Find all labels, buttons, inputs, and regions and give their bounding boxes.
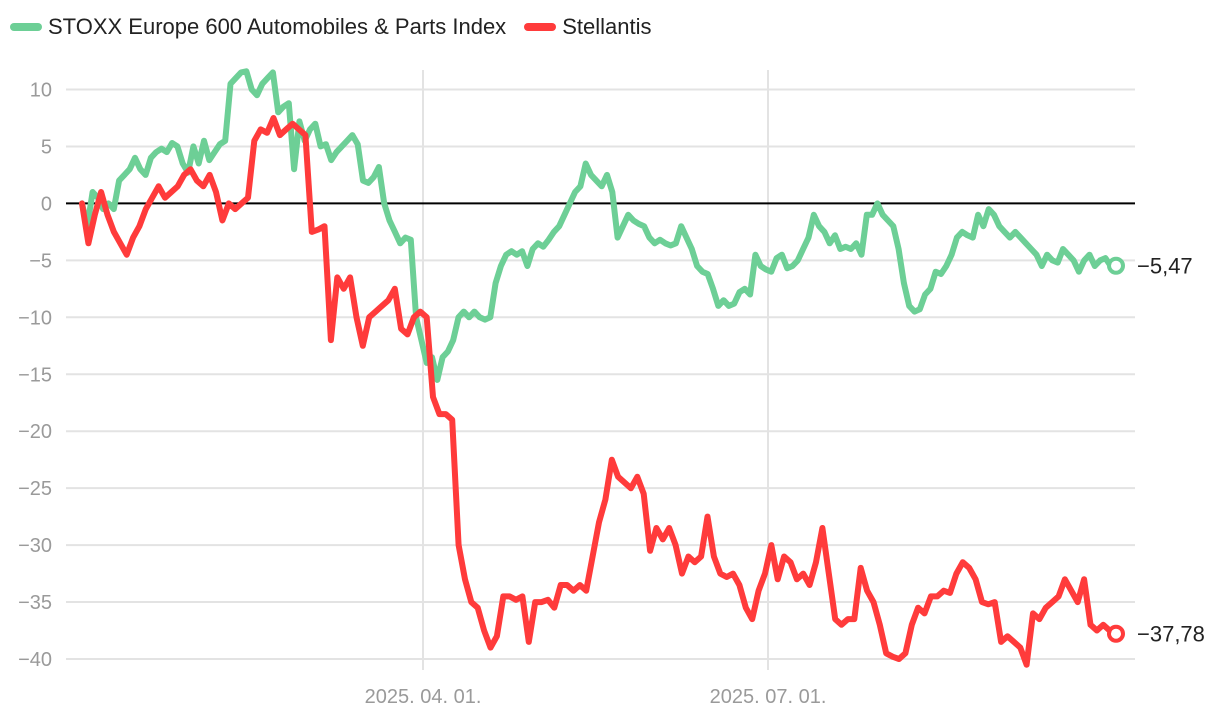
y-tick-label-10: −40 (18, 649, 52, 671)
chart-legend: STOXX Europe 600 Automobiles & Parts Ind… (10, 14, 651, 40)
y-tick-label-4: −10 (18, 307, 52, 329)
series-line-0 (79, 68, 1119, 383)
legend-label-stellantis: Stellantis (562, 14, 652, 39)
legend-item-index[interactable]: STOXX Europe 600 Automobiles & Parts Ind… (10, 14, 506, 40)
y-tick-label-2: 0 (41, 193, 52, 215)
y-tick-label-8: −30 (18, 535, 52, 557)
x-tick-label-1: 2025. 07. 01. (710, 686, 827, 708)
y-tick-label-1: 5 (41, 136, 52, 158)
series-end-label-1: −37,78 (1137, 622, 1205, 647)
legend-item-stellantis[interactable]: Stellantis (524, 14, 651, 40)
y-tick-label-9: −35 (18, 592, 52, 614)
legend-label-index: STOXX Europe 600 Automobiles & Parts Ind… (48, 14, 507, 39)
y-tick-label-0: 10 (30, 80, 52, 102)
legend-swatch-stellantis (524, 23, 557, 31)
y-tick-label-6: −20 (18, 421, 52, 443)
series-line-1 (79, 115, 1119, 668)
y-tick-label-5: −15 (18, 364, 52, 386)
x-tick-label-0: 2025. 04. 01. (365, 686, 482, 708)
series-end-label-0: −5,47 (1137, 254, 1193, 279)
series-end-marker-0 (1107, 256, 1125, 275)
y-tick-label-7: −25 (18, 478, 52, 500)
y-tick-label-3: −5 (29, 250, 52, 272)
legend-swatch-index (10, 23, 42, 31)
series-end-marker-1 (1107, 624, 1125, 643)
